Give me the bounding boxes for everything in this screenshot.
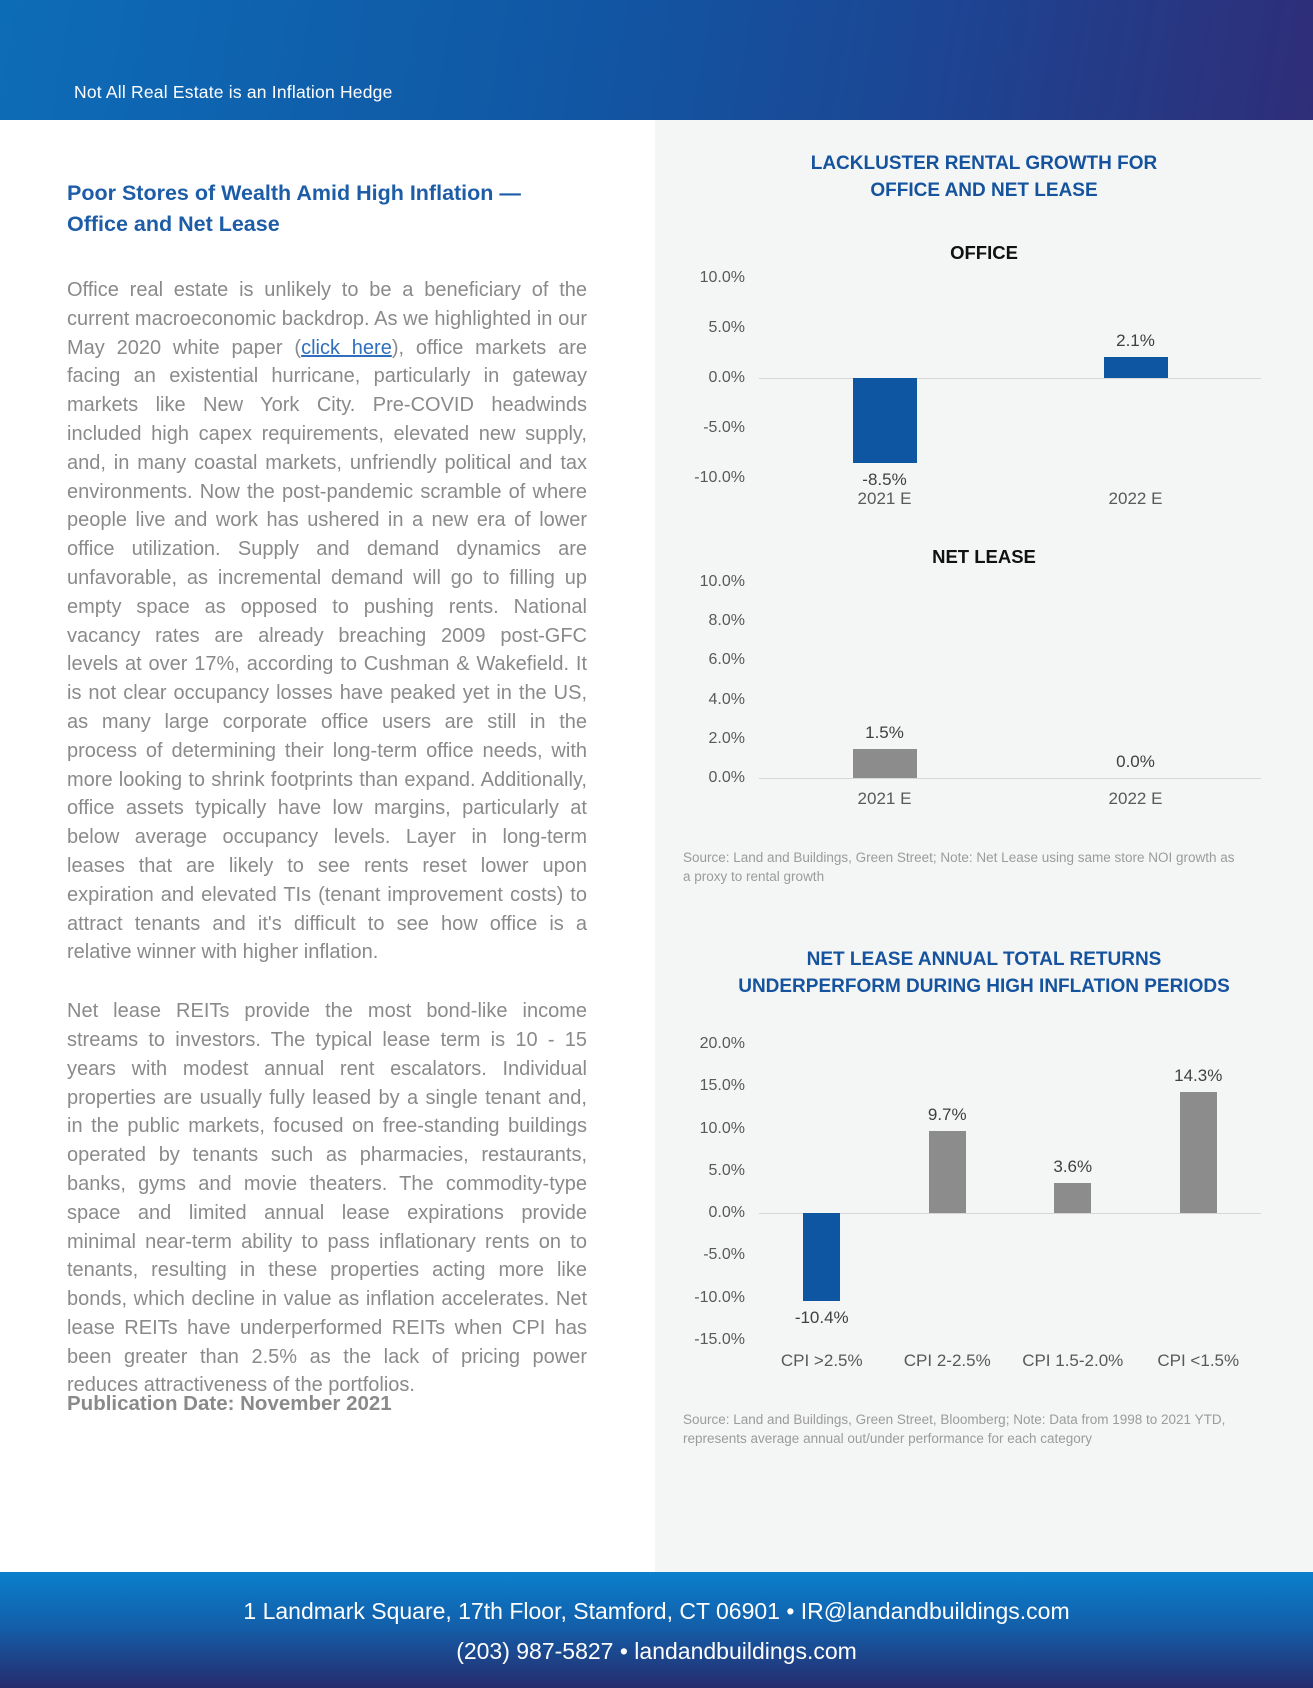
x-category-label: 2022 E — [1108, 489, 1163, 508]
y-tick-label: 5.0% — [708, 1161, 745, 1179]
x-category-label: 2021 E — [857, 489, 912, 508]
bar-cpi->2.5% — [803, 1213, 841, 1302]
y-tick-label: -10.0% — [694, 1288, 745, 1306]
paragraph-office-text-after: ), office markets are facing an existent… — [67, 336, 587, 964]
y-axis: 10.0% 8.0% 6.0% 4.0% 2.0% 0.0% — [679, 573, 759, 786]
rental-growth-chart-title: LACKLUSTER RENTAL GROWTH FOR OFFICE AND … — [689, 150, 1279, 204]
publication-date: Publication Date: November 2021 — [67, 1392, 392, 1415]
x-category-label: 2022 E — [1108, 789, 1163, 808]
y-tick-label: -15.0% — [694, 1331, 745, 1348]
bar-2021-e — [852, 748, 917, 778]
y-tick-label: 20.0% — [699, 1035, 745, 1052]
y-tick-label: 6.0% — [708, 651, 745, 669]
article-heading-line2: Office and Net Lease — [67, 212, 280, 236]
data-label: -10.4% — [794, 1308, 849, 1328]
plot-area: -8.5% 2021 E 2.1% 2022 E — [759, 278, 1261, 508]
plot-area: 1.5% 2021 E 0.0% 2022 E — [759, 582, 1261, 808]
office-chart: OFFICE 10.0% 5.0% 0.0% -5.0% -10.0% -8.5% 2021… — [679, 242, 1289, 514]
cpi-returns-chart: 20.0% 15.0% 10.0% 5.0% 0.0% -5.0% -10.0% -15.0%… — [679, 1035, 1289, 1376]
zero-axis-line — [759, 378, 1261, 379]
bar-2021-e — [852, 378, 917, 463]
x-category-label: CPI <1.5% — [1157, 1351, 1240, 1370]
charts-panel: LACKLUSTER RENTAL GROWTH FOR OFFICE AND … — [655, 120, 1313, 1572]
data-label: -8.5% — [862, 470, 907, 489]
y-tick-label: 15.0% — [699, 1077, 745, 1095]
data-label: 14.3% — [1174, 1066, 1223, 1086]
y-tick-label: 10.0% — [699, 269, 745, 286]
y-axis: 10.0% 5.0% 0.0% -5.0% -10.0% — [679, 269, 759, 486]
net-lease-chart: NET LEASE 10.0% 8.0% 6.0% 4.0% 2.0% 0.0% 1.5% 2… — [679, 546, 1289, 814]
header-banner: Not All Real Estate is an Inflation Hedg… — [0, 0, 1313, 120]
source-note-rental-growth: Source: Land and Buildings, Green Street… — [683, 850, 1235, 884]
data-label: 3.6% — [1053, 1156, 1093, 1176]
bar-cpi-1.5-2.0% — [1054, 1182, 1092, 1214]
y-tick-label: 2.0% — [708, 729, 745, 747]
chart-plot-row: 10.0% 5.0% 0.0% -5.0% -10.0% -8.5% 2021 E 2.1% 2… — [679, 269, 1289, 508]
total-returns-chart-title-line1: NET LEASE ANNUAL TOTAL RETURNS — [806, 949, 1162, 970]
y-tick-label: 10.0% — [699, 1119, 745, 1137]
zero-axis-line — [759, 778, 1261, 779]
net-lease-chart-subtitle: NET LEASE — [932, 546, 1036, 567]
x-category-label: CPI 1.5-2.0% — [1022, 1351, 1124, 1370]
plot-area: -10.4% CPI >2.5% 9.7% CPI 2-2.5% 3.6% CPI 1.5… — [759, 1044, 1261, 1370]
data-label: 9.7% — [927, 1105, 967, 1125]
y-tick-label: -5.0% — [703, 1246, 745, 1264]
footer-phone-website: (203) 987-5827 • landandbuildings.com — [456, 1638, 857, 1664]
y-tick-label: 0.0% — [708, 769, 745, 786]
click-here-link[interactable]: click here — [301, 336, 392, 359]
footer-banner: 1 Landmark Square, 17th Floor, Stamford,… — [0, 1572, 1313, 1688]
page-title: Not All Real Estate is an Inflation Hedg… — [74, 82, 393, 102]
y-tick-label: 10.0% — [699, 573, 745, 590]
rental-growth-chart-title-line1: LACKLUSTER RENTAL GROWTH FOR — [810, 153, 1158, 174]
office-chart-subtitle: OFFICE — [950, 242, 1018, 263]
y-tick-label: 8.0% — [708, 612, 745, 630]
y-tick-label: -5.0% — [703, 419, 745, 436]
total-returns-chart-title-line2: UNDERPERFORM DURING HIGH INFLATION PERIO… — [738, 976, 1230, 997]
chart-plot-row: 10.0% 8.0% 6.0% 4.0% 2.0% 0.0% 1.5% 2021 E 0.0% 2… — [679, 573, 1289, 808]
data-label: 2.1% — [1116, 331, 1155, 350]
article-heading: Poor Stores of Wealth Amid High Inflatio… — [67, 178, 587, 240]
y-tick-label: 4.0% — [708, 690, 745, 708]
paragraph-office-text-before: Office real estate is unlikely to be a b… — [67, 279, 587, 359]
x-category-label: 2021 E — [857, 789, 912, 808]
bar-cpi-2-2.5% — [928, 1131, 966, 1214]
y-tick-label: -10.0% — [694, 469, 745, 486]
x-category-label: CPI >2.5% — [780, 1351, 863, 1370]
rental-growth-chart-title-line2: OFFICE AND NET LEASE — [870, 180, 1098, 201]
y-axis: 20.0% 15.0% 10.0% 5.0% 0.0% -5.0% -10.0% -15.0% — [679, 1035, 759, 1348]
footer-address: 1 Landmark Square, 17th Floor, Stamford,… — [243, 1598, 1070, 1624]
paragraph-office: Office real estate is unlikely to be a b… — [67, 276, 587, 967]
data-label: 1.5% — [865, 722, 904, 742]
paragraph-net-lease: Net lease REITs provide the most bond-li… — [67, 1000, 587, 1397]
source-note-total-returns: Source: Land and Buildings, Green Street… — [683, 1412, 1226, 1446]
x-category-label: CPI 2-2.5% — [903, 1351, 991, 1370]
total-returns-chart-title: NET LEASE ANNUAL TOTAL RETURNS UNDERPERF… — [689, 946, 1279, 1000]
bar-2022-e — [1103, 357, 1168, 378]
article-column: Poor Stores of Wealth Amid High Inflatio… — [67, 178, 587, 1430]
y-tick-label: 5.0% — [708, 319, 745, 336]
y-tick-label: 0.0% — [708, 369, 745, 386]
chart-plot-row: 20.0% 15.0% 10.0% 5.0% 0.0% -5.0% -10.0% -15.0%… — [679, 1035, 1289, 1370]
bar-cpi-<1.5% — [1179, 1092, 1217, 1214]
article-heading-line1: Poor Stores of Wealth Amid High Inflatio… — [67, 181, 521, 205]
data-label: 0.0% — [1116, 752, 1155, 771]
zero-axis-line — [759, 1213, 1261, 1215]
y-tick-label: 0.0% — [708, 1204, 745, 1222]
